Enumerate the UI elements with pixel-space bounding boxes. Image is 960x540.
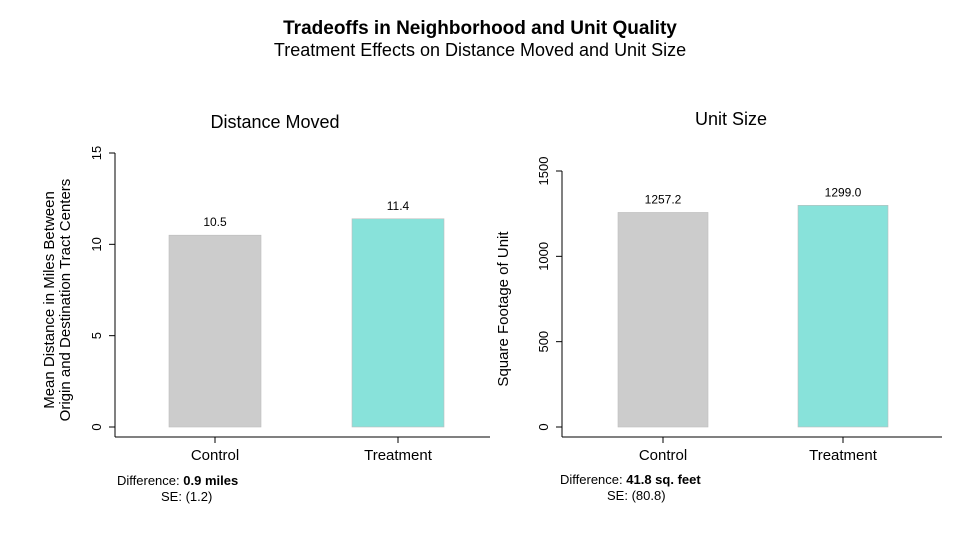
left-x-tick-label-control: Control: [191, 447, 239, 464]
left-difference-note: Difference: 0.9 miles SE: (1.2): [117, 473, 238, 505]
right-difference-label: Difference:: [560, 472, 623, 487]
chart-title: Tradeoffs in Neighborhood and Unit Quali…: [283, 18, 677, 39]
right-panel-title: Unit Size: [695, 109, 767, 129]
left-y-tick-label: 10: [89, 237, 104, 251]
right-y-tick-label: 500: [536, 331, 551, 353]
left-y-tick-label: 0: [89, 423, 104, 430]
left-se-label: SE:: [161, 489, 182, 504]
right-x-tick-label-control: Control: [639, 447, 687, 464]
right-y-tick-label: 0: [536, 423, 551, 430]
right-x-tick-label-treatment: Treatment: [809, 447, 878, 464]
right-difference-value: 41.8 sq. feet: [626, 472, 701, 487]
left-data-label-control: 10.5: [203, 215, 227, 229]
right-y-axis-label: Square Footage of Unit: [495, 231, 512, 387]
right-y-tick-label: 1000: [536, 242, 551, 271]
right-bar-control: [617, 212, 709, 428]
chart-subtitle: Treatment Effects on Distance Moved and …: [273, 40, 687, 60]
left-difference-label: Difference:: [117, 473, 180, 488]
right-data-label-treatment: 1299.0: [825, 185, 862, 199]
left-bar-treatment: [351, 218, 445, 428]
left-bar-control: [168, 234, 262, 428]
right-difference-note: Difference: 41.8 sq. feet SE: (80.8): [560, 472, 701, 504]
left-y-tick-label: 5: [89, 332, 104, 339]
right-bar-treatment: [797, 205, 889, 428]
left-y-tick-label: 15: [89, 146, 104, 160]
right-y-tick-label: 1500: [536, 157, 551, 186]
left-se-value: (1.2): [185, 489, 213, 504]
right-se-value: (80.8): [631, 488, 666, 503]
left-y-axis-label: Mean Distance in Miles BetweenOrigin and…: [41, 179, 74, 422]
right-data-label-control: 1257.2: [645, 192, 682, 206]
left-panel-title: Distance Moved: [210, 112, 339, 132]
left-difference-value: 0.9 miles: [183, 473, 239, 488]
left-data-label-treatment: 11.4: [387, 199, 410, 213]
right-se-label: SE:: [607, 488, 628, 503]
left-x-tick-label-treatment: Treatment: [364, 447, 433, 464]
